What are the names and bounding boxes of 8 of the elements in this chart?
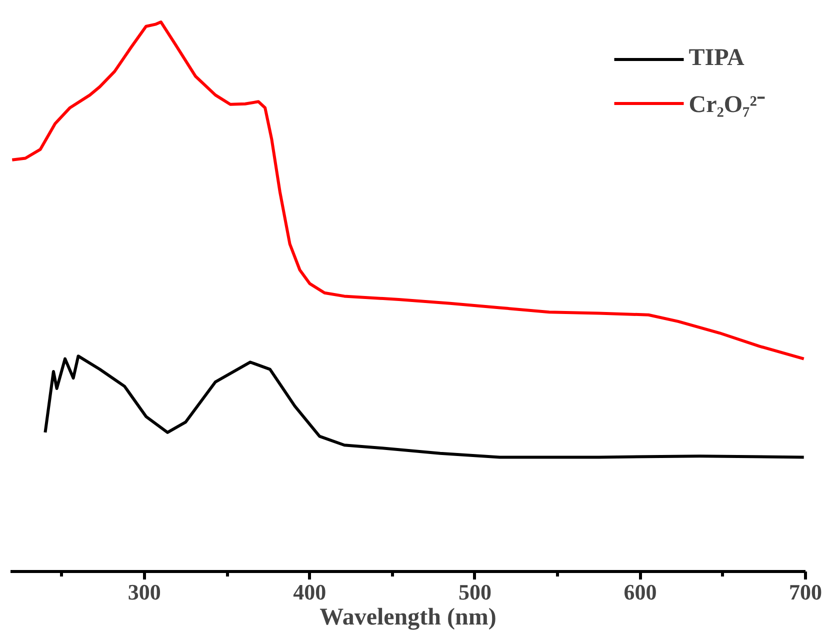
legend-label: TIPA bbox=[688, 45, 744, 72]
x-tick-label: 500 bbox=[458, 580, 492, 604]
x-tick-label: 600 bbox=[624, 580, 657, 604]
x-tick-label: 700 bbox=[789, 580, 822, 604]
x-tick-label: 300 bbox=[128, 580, 161, 604]
x-axis-title: Wavelength (nm) bbox=[320, 604, 496, 630]
legend-label: Cr₂O₇²⁻ bbox=[688, 91, 765, 119]
x-tick-label: 400 bbox=[293, 580, 326, 604]
